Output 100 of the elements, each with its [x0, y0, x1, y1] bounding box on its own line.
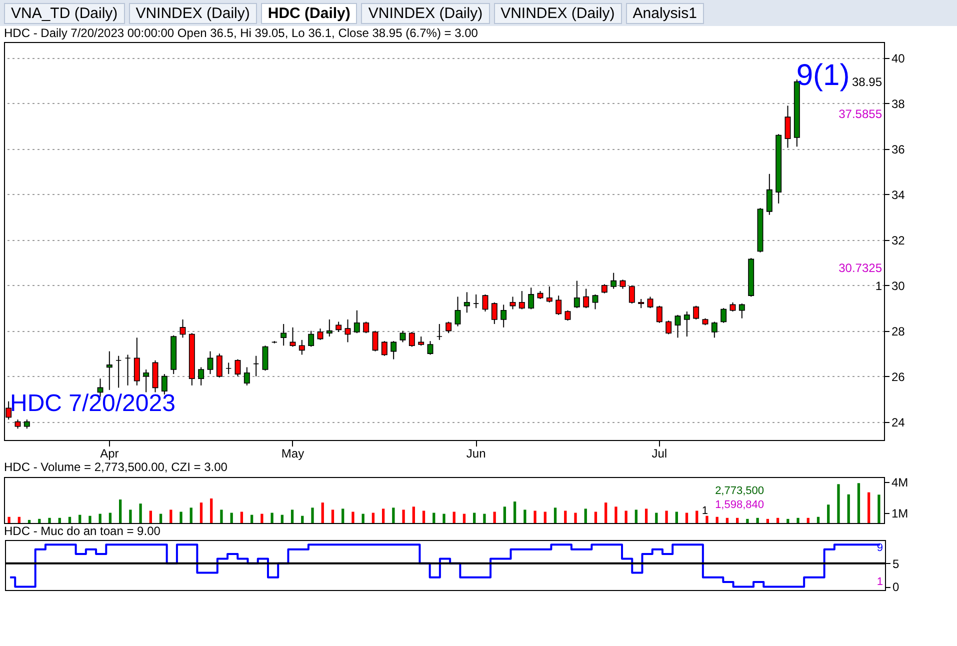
candlestick [546, 286, 552, 303]
candlestick [253, 355, 260, 377]
bar [766, 518, 770, 523]
bar [290, 510, 294, 523]
bar [78, 514, 82, 523]
candlestick [344, 318, 351, 343]
bar [574, 512, 577, 523]
candlestick [464, 292, 470, 314]
candlestick [620, 279, 626, 290]
bar [402, 510, 405, 523]
candlestick [684, 311, 690, 338]
x-tick-label: May [281, 446, 304, 460]
bar [483, 514, 486, 523]
annotation: 1,598,840 [715, 499, 764, 511]
bar [200, 502, 203, 523]
bar [634, 510, 638, 523]
bar [301, 516, 304, 523]
bar [685, 512, 688, 523]
bar [270, 512, 274, 523]
candlestick [446, 321, 452, 334]
bar [412, 506, 415, 523]
candlestick [556, 295, 562, 316]
candlestick [738, 303, 745, 319]
y-tick-label: 34 [892, 188, 906, 202]
bar [190, 508, 192, 523]
bar [159, 514, 162, 523]
annotation: 30.7325 [838, 261, 882, 275]
bar [58, 518, 61, 523]
y-tick-label: 4M [892, 476, 908, 490]
candlestick [298, 339, 305, 356]
bar [534, 510, 536, 523]
chart-title: HDC - Muc do an toan = 9.00 [4, 524, 161, 538]
bar [624, 510, 628, 523]
candlestick [161, 374, 168, 396]
bar [210, 498, 213, 523]
candlestick [711, 321, 718, 338]
candlestick [308, 330, 314, 348]
bar [250, 514, 254, 523]
candlestick [116, 355, 122, 388]
candlestick [326, 318, 332, 338]
candlestick [336, 321, 342, 332]
bar [706, 516, 708, 523]
candlestick [24, 419, 30, 430]
bar [280, 514, 284, 523]
bar [675, 512, 678, 523]
candlestick [400, 330, 406, 343]
bar [180, 512, 182, 523]
y-tick-label: 24 [892, 415, 906, 430]
bar [129, 510, 132, 523]
bar [149, 510, 152, 523]
candlestick [143, 368, 150, 393]
candlestick [290, 326, 296, 348]
candlestick [656, 305, 662, 324]
bar [422, 510, 426, 523]
candlestick [180, 318, 186, 338]
bar [554, 508, 557, 523]
text: HDC (Daily) [260, 2, 358, 24]
chart-title: HDC - Volume = 2,773,500.00, CZI = 3.00 [4, 460, 228, 474]
y-tick-label: 26 [892, 370, 906, 384]
bar [382, 508, 385, 523]
candlestick [473, 294, 480, 309]
annotation: 1 [875, 279, 882, 293]
y-tick-label: 36 [892, 142, 906, 156]
bar [614, 506, 618, 523]
bar [362, 514, 364, 523]
candlestick [363, 321, 370, 334]
candlestick [134, 337, 140, 386]
candlestick [124, 354, 131, 386]
candlestick [583, 288, 590, 309]
bar [372, 512, 375, 523]
candlestick [14, 419, 21, 430]
y-tick-label: 38 [892, 96, 906, 111]
y-tick-label: 1M [892, 506, 908, 520]
bar [756, 518, 759, 523]
annotation: 38.95 [852, 75, 882, 89]
bar [524, 510, 526, 523]
text: VNINDEX (Daily) [361, 2, 490, 24]
x-tick-label: Jul [652, 446, 668, 460]
candlestick [418, 336, 424, 346]
bar [18, 516, 20, 523]
bar [321, 502, 324, 523]
candlestick [628, 284, 635, 304]
candlestick [518, 290, 525, 310]
bar [696, 510, 698, 523]
candlestick [381, 340, 388, 356]
bar [240, 512, 244, 523]
bar [462, 514, 466, 523]
candlestick [638, 298, 644, 309]
bar [564, 510, 567, 523]
candlestick [390, 340, 397, 360]
bar [594, 512, 598, 523]
bar [28, 520, 31, 523]
candlestick [226, 362, 232, 375]
candlestick [234, 358, 241, 377]
bar [716, 516, 718, 523]
annotation: 2,773,500 [715, 485, 764, 497]
candlestick [262, 345, 268, 372]
bar [544, 512, 546, 523]
bar [220, 510, 223, 523]
x-tick-label: Apr [100, 446, 119, 460]
